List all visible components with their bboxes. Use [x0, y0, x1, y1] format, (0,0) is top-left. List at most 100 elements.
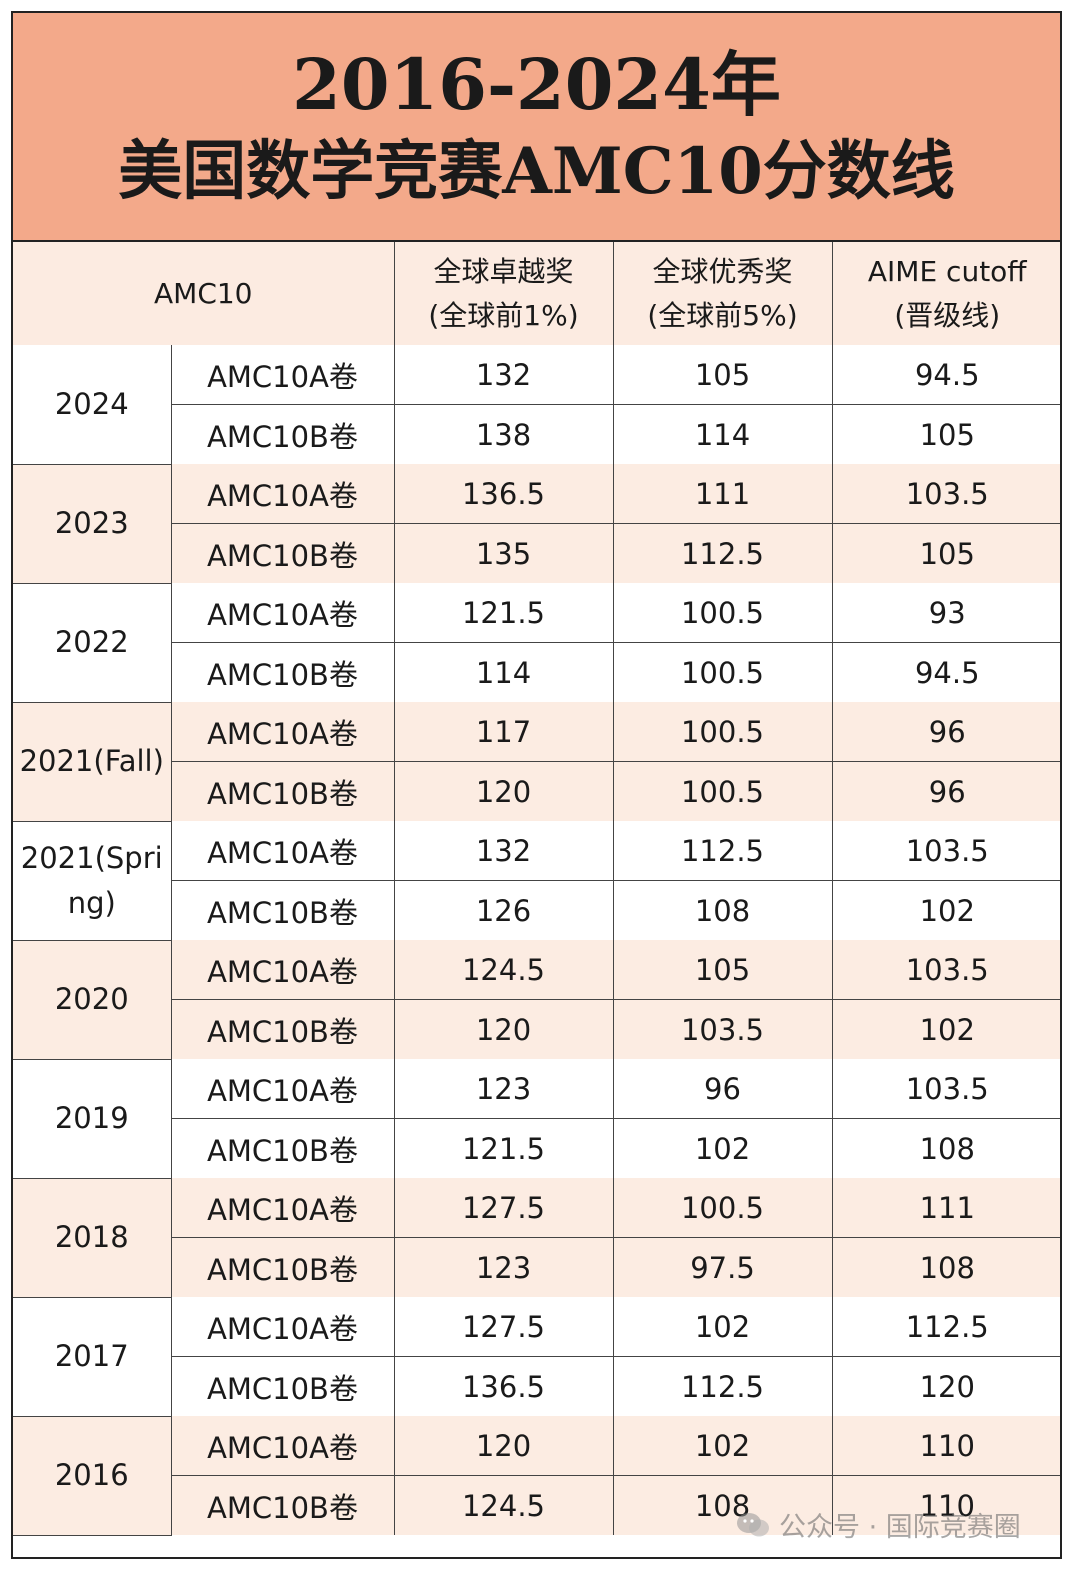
year-group: 2017 AMC10A卷 127.5 102 112.5 AMC10B卷 136.5 112.…: [13, 1297, 1060, 1417]
score-table-card: 2016-2024年 美国数学竞赛AMC10分数线 AMC10 全球卓越奖 (全…: [11, 11, 1062, 1559]
table-row: AMC10B卷 121.5 102 108: [13, 1118, 1060, 1178]
paper-cell: AMC10B卷: [171, 642, 395, 702]
table-row: AMC10B卷 120 103.5 102: [13, 999, 1060, 1059]
title-subject: 美国数学竞赛AMC10分数线: [118, 133, 955, 209]
wechat-official-account-icon: [737, 1512, 769, 1536]
year-group: 2021(Fall) AMC10A卷 117 100.5 96 AMC10B卷 120 100…: [13, 702, 1060, 822]
table-row: AMC10B卷 124.5 108 110: [13, 1475, 1060, 1535]
paper-cell: AMC10A卷: [170, 583, 395, 643]
amc10-cutoff-table: AMC10 全球卓越奖 (全球前1%) 全球优秀奖 (全球前5%) AIME c…: [13, 242, 1060, 1536]
distinction-cell: 127.5: [393, 1178, 614, 1238]
merit-cell: 105: [612, 940, 833, 1000]
merit-cell: 100.5: [612, 1178, 833, 1238]
merit-cell: 112.5: [612, 1356, 833, 1416]
aime-cutoff-cell: 112.5: [831, 1297, 1060, 1357]
aime-cutoff-cell: 102: [831, 880, 1060, 940]
year-cell: 2021(Spring): [13, 821, 172, 941]
merit-cell: 102: [612, 1416, 833, 1476]
distinction-cell: 121.5: [393, 1118, 614, 1178]
year-cell: 2018: [13, 1178, 172, 1298]
header-merit: 全球优秀奖 (全球前5%): [612, 242, 833, 345]
merit-cell: 100.5: [612, 642, 833, 702]
table-row: 2019 AMC10A卷 123 96 103.5: [13, 1059, 1060, 1179]
merit-cell: 97.5: [612, 1237, 833, 1297]
merit-cell: 108: [612, 1475, 833, 1535]
table-row: 2017 AMC10A卷 127.5 102 112.5: [13, 1297, 1060, 1417]
merit-cell: 100.5: [612, 761, 833, 821]
table-row: AMC10B卷 135 112.5 105: [13, 523, 1060, 583]
aime-cutoff-cell: 94.5: [831, 642, 1060, 702]
paper-cell: AMC10B卷: [171, 404, 395, 464]
merit-cell: 96: [612, 1059, 833, 1119]
distinction-cell: 138: [393, 404, 614, 464]
distinction-cell: 123: [393, 1059, 614, 1119]
aime-cutoff-cell: 94.5: [831, 345, 1060, 405]
paper-cell: AMC10A卷: [170, 940, 395, 1000]
header-merit-title: 全球优秀奖: [652, 255, 793, 289]
title-banner: 2016-2024年 美国数学竞赛AMC10分数线: [13, 13, 1060, 242]
merit-cell: 102: [612, 1297, 833, 1357]
year-group: 2016 AMC10A卷 120 102 110 AMC10B卷 124.5 108 110: [13, 1416, 1060, 1536]
header-distinction-note: (全球前1%): [428, 298, 579, 332]
aime-cutoff-cell: 110: [831, 1416, 1060, 1476]
header-competition: AMC10: [13, 242, 395, 345]
year-group: 2021(Spring) AMC10A卷 132 112.5 103.5 AMC10B卷 1…: [13, 821, 1060, 941]
merit-cell: 108: [612, 880, 833, 940]
paper-cell: AMC10A卷: [170, 702, 395, 762]
watermark: 公众号 · 国际竞赛圈: [735, 1505, 1021, 1544]
paper-cell: AMC10A卷: [170, 1178, 395, 1238]
paper-cell: AMC10B卷: [171, 1475, 395, 1535]
year-group: 2020 AMC10A卷 124.5 105 103.5 AMC10B卷 120 103.5 1…: [13, 940, 1060, 1060]
header-aime: AIME cutoff (晋级线): [831, 242, 1060, 345]
merit-cell: 100.5: [612, 583, 833, 643]
year-group: 2018 AMC10A卷 127.5 100.5 111 AMC10B卷 123 97.5 10…: [13, 1178, 1060, 1298]
merit-cell: 112.5: [612, 523, 833, 583]
aime-cutoff-cell: 105: [831, 523, 1060, 583]
distinction-cell: 126: [393, 880, 614, 940]
header-aime-title: AIME cutoff: [867, 255, 1027, 289]
aime-cutoff-cell: 102: [831, 999, 1060, 1059]
table-header: AMC10 全球卓越奖 (全球前1%) 全球优秀奖 (全球前5%) AIME c…: [13, 242, 1060, 345]
distinction-cell: 120: [393, 1416, 614, 1476]
header-row: AMC10 全球卓越奖 (全球前1%) 全球优秀奖 (全球前5%) AIME c…: [13, 242, 1060, 345]
paper-cell: AMC10A卷: [170, 1297, 395, 1357]
table-row: AMC10B卷 114 100.5 94.5: [13, 642, 1060, 702]
aime-cutoff-cell: 96: [831, 761, 1060, 821]
aime-cutoff-cell: 103.5: [831, 940, 1060, 1000]
distinction-cell: 114: [393, 642, 614, 702]
table-row: AMC10B卷 126 108 102: [13, 880, 1060, 940]
merit-cell: 103.5: [612, 999, 833, 1059]
year-cell: 2023: [13, 464, 172, 584]
distinction-cell: 120: [393, 999, 614, 1059]
aime-cutoff-cell: 105: [831, 404, 1060, 464]
distinction-cell: 136.5: [393, 1356, 614, 1416]
year-cell: 2020: [13, 940, 172, 1060]
aime-cutoff-cell: 103.5: [831, 464, 1060, 524]
aime-cutoff-cell: 120: [831, 1356, 1060, 1416]
paper-cell: AMC10B卷: [171, 761, 395, 821]
aime-cutoff-cell: 111: [831, 1178, 1060, 1238]
header-distinction: 全球卓越奖 (全球前1%): [393, 242, 614, 345]
year-group: 2019 AMC10A卷 123 96 103.5 AMC10B卷 121.5 102 108: [13, 1059, 1060, 1179]
merit-cell: 114: [612, 404, 833, 464]
merit-cell: 112.5: [612, 821, 833, 881]
table-row: AMC10B卷 120 100.5 96: [13, 761, 1060, 821]
paper-cell: AMC10A卷: [170, 821, 395, 881]
distinction-cell: 132: [393, 821, 614, 881]
table-row: 2022 AMC10A卷 121.5 100.5 93: [13, 583, 1060, 703]
table-row: 2023 AMC10A卷 136.5 111 103.5: [13, 464, 1060, 584]
watermark-text: 公众号 · 国际竞赛圈: [779, 1512, 1021, 1543]
year-group: 2023 AMC10A卷 136.5 111 103.5 AMC10B卷 135 112.5 1…: [13, 464, 1060, 584]
header-competition-label: AMC10: [154, 276, 253, 310]
year-cell: 2021(Fall): [13, 702, 172, 822]
distinction-cell: 124.5: [393, 1475, 614, 1535]
merit-cell: 105: [612, 345, 833, 405]
table-row: AMC10B卷 136.5 112.5 120: [13, 1356, 1060, 1416]
paper-cell: AMC10A卷: [170, 464, 395, 524]
distinction-cell: 136.5: [393, 464, 614, 524]
year-cell: 2024: [13, 345, 172, 465]
header-aime-note: (晋级线): [894, 298, 1001, 332]
paper-cell: AMC10B卷: [171, 999, 395, 1059]
table-row: 2018 AMC10A卷 127.5 100.5 111: [13, 1178, 1060, 1298]
paper-cell: AMC10B卷: [171, 1237, 395, 1297]
